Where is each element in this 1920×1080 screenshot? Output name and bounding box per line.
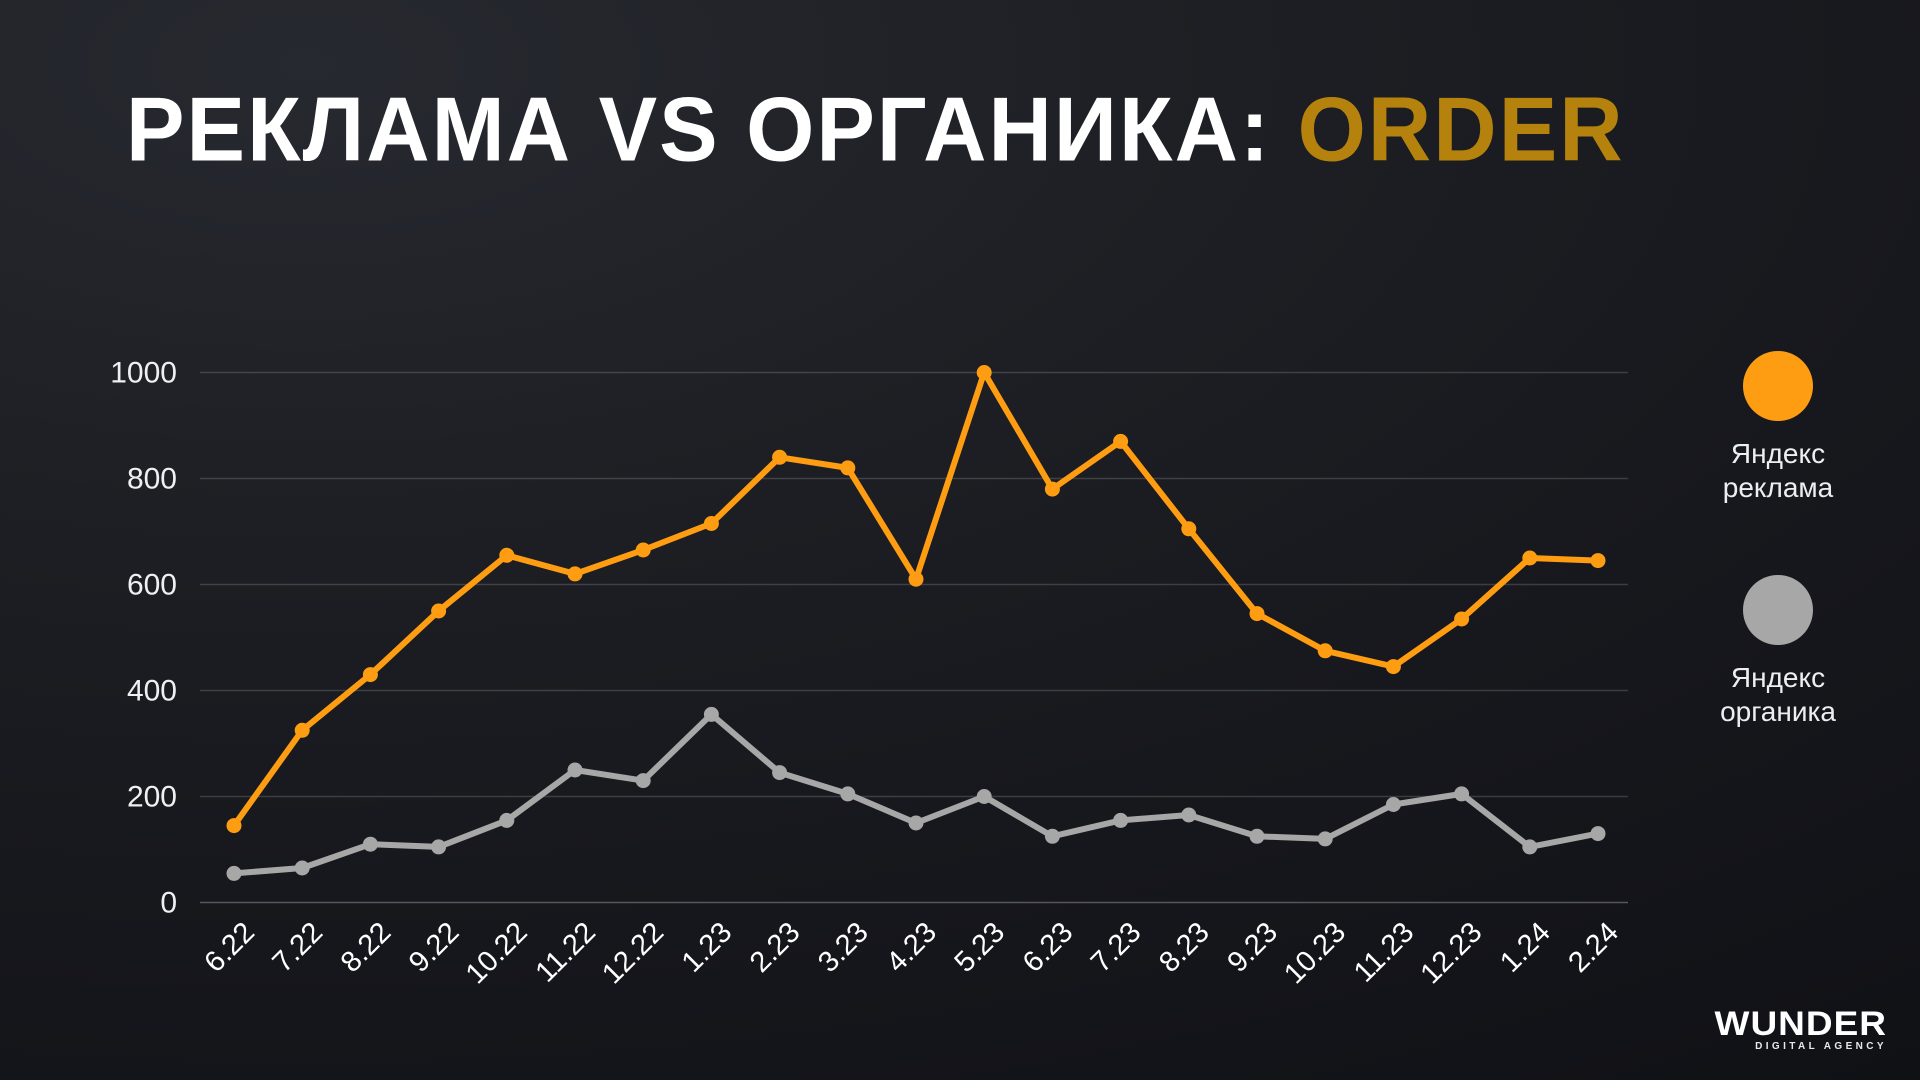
legend-label-reklama: Яндекс реклама [1722,438,1834,503]
reklama-point [908,571,924,587]
svg-text:9.22: 9.22 [403,916,466,979]
reklama-color-dot [1743,351,1813,421]
organika-point [226,865,242,881]
organika-point [499,812,515,828]
svg-text:12.22: 12.22 [596,916,670,990]
svg-text:0: 0 [160,887,177,920]
legend-label-organika: Яндекс органика [1720,662,1836,727]
reklama-point [1385,659,1401,675]
organika-point [431,839,447,855]
svg-text:1.23: 1.23 [676,916,739,979]
svg-text:200: 200 [127,781,177,814]
page-title: РЕКЛАМА VS ОРГАНИКА: ORDER [126,84,1625,175]
chart-legend: Яндекс реклама Яндекс органика [1690,351,1866,799]
organika-point [294,860,310,876]
svg-text:8.23: 8.23 [1153,916,1216,979]
reklama-point [431,603,447,619]
svg-text:6.22: 6.22 [198,916,261,979]
svg-text:4.23: 4.23 [880,916,943,979]
svg-text:800: 800 [127,463,177,496]
reklama-point [772,449,788,465]
reklama-point [1454,611,1470,627]
organika-point [1522,839,1538,855]
reklama-point [1181,521,1197,537]
organika-point [1590,826,1606,842]
organika-point [840,786,856,802]
title-main-text: РЕКЛАМА VS ОРГАНИКА: [126,78,1298,181]
organika-point [1249,828,1265,844]
reklama-point [567,566,583,582]
reklama-point [1113,433,1129,449]
legend-item-organika: Яндекс органика [1690,575,1866,729]
organika-point [1113,812,1129,828]
organika-point [1317,831,1333,847]
logo-tagline: DIGITAL AGENCY [1755,1041,1887,1052]
svg-text:10.22: 10.22 [460,916,534,990]
reklama-point [1317,643,1333,659]
organika-point [362,836,378,852]
svg-text:9.23: 9.23 [1221,916,1284,979]
organika-color-dot [1743,575,1813,645]
svg-text:1.24: 1.24 [1494,916,1557,979]
reklama-point [1044,481,1060,497]
reklama-point [226,818,242,834]
organika-point [567,762,583,778]
organika-series [226,706,1606,881]
svg-text:2.23: 2.23 [744,916,807,979]
svg-text:12.23: 12.23 [1415,916,1489,990]
title-highlight-text: ORDER [1297,78,1625,181]
reklama-point [1249,606,1265,622]
svg-text:400: 400 [127,675,177,708]
organika-point [1044,828,1060,844]
svg-text:11.23: 11.23 [1348,916,1420,988]
reklama-point [703,516,719,531]
svg-text:600: 600 [127,569,177,602]
organika-point [635,773,651,789]
organika-point [1454,786,1470,802]
reklama-point [1590,553,1606,569]
svg-text:5.23: 5.23 [949,916,1012,979]
reklama-point [362,667,378,683]
organika-point [772,765,788,781]
wunder-logo: WUNDER DIGITAL AGENCY [1714,1004,1887,1052]
organika-point [1181,807,1197,823]
reklama-point [976,365,992,380]
svg-text:6.23: 6.23 [1017,916,1080,979]
svg-text:11.22: 11.22 [530,916,602,988]
logo-name: WUNDER [1714,1004,1887,1043]
svg-text:10.23: 10.23 [1278,916,1352,990]
organika-point [908,815,924,831]
organika-point [976,789,992,804]
organika-point [703,706,719,722]
reklama-series [226,365,1606,834]
reklama-point [294,722,310,738]
reklama-point [635,542,651,558]
reklama-point [840,460,856,476]
y-axis-labels: 0 200 400 600 800 1000 [110,357,177,920]
legend-item-reklama: Яндекс реклама [1690,351,1866,505]
svg-text:8.22: 8.22 [335,916,398,979]
reklama-point [499,547,515,563]
reklama-line [231,369,1601,829]
svg-text:7.23: 7.23 [1085,916,1148,979]
svg-text:7.22: 7.22 [267,916,330,979]
svg-text:1000: 1000 [110,357,177,390]
svg-text:2.24: 2.24 [1562,916,1625,979]
gridlines [200,371,1628,904]
reklama-point [1522,550,1538,566]
svg-text:3.23: 3.23 [812,916,875,979]
organika-point [1385,797,1401,812]
